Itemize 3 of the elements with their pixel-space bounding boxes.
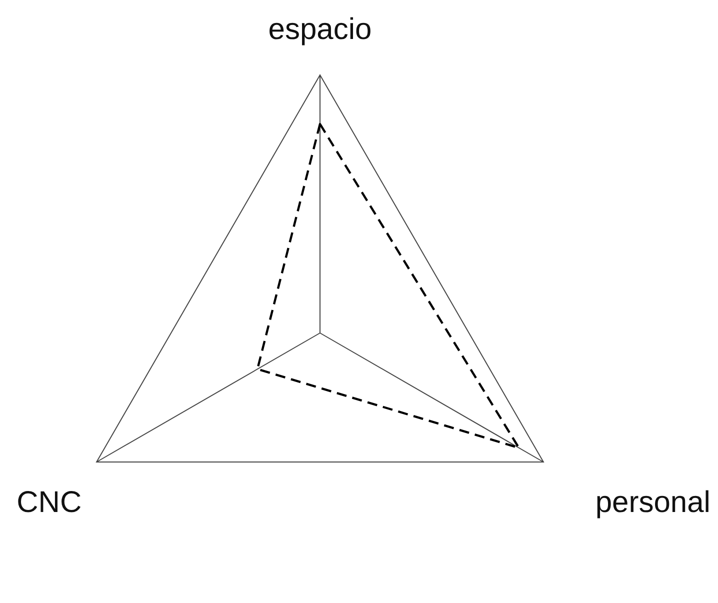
- spoke-label: personal: [595, 486, 710, 519]
- spoke-label: espacio: [268, 12, 372, 46]
- spoke-label: CNC: [16, 486, 82, 519]
